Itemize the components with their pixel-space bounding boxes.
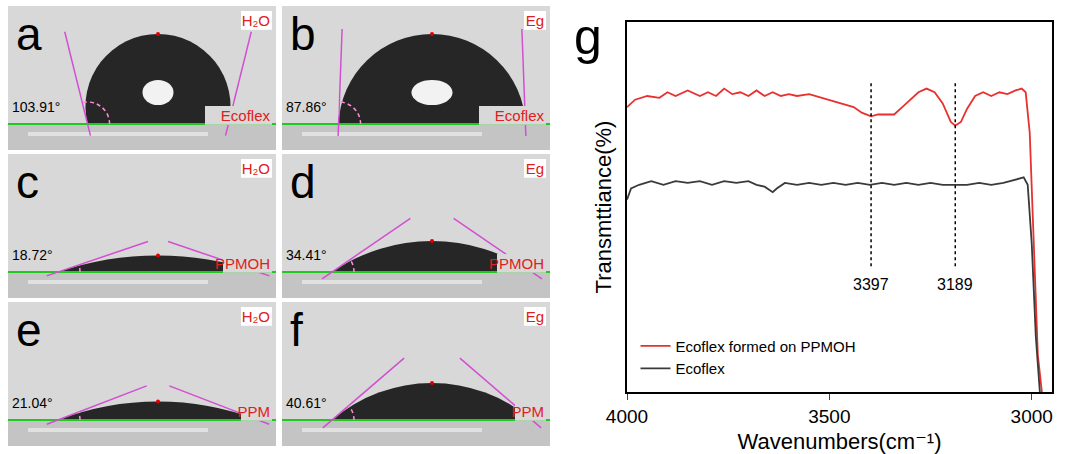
svg-text:H₂O: H₂O bbox=[242, 308, 270, 325]
svg-text:b: b bbox=[290, 8, 316, 60]
svg-text:3397: 3397 bbox=[853, 276, 889, 293]
svg-text:103.91°: 103.91° bbox=[12, 99, 60, 115]
svg-text:Eg: Eg bbox=[526, 160, 544, 177]
svg-text:18.72°: 18.72° bbox=[12, 247, 53, 263]
svg-text:4000: 4000 bbox=[606, 406, 648, 427]
svg-text:PPMOH: PPMOH bbox=[489, 255, 544, 272]
svg-text:Ecoflex: Ecoflex bbox=[221, 107, 271, 124]
svg-text:3189: 3189 bbox=[937, 276, 973, 293]
svg-text:87.86°: 87.86° bbox=[286, 99, 327, 115]
svg-text:40.61°: 40.61° bbox=[286, 395, 327, 411]
svg-text:Ecoflex: Ecoflex bbox=[495, 107, 545, 124]
svg-text:Wavenumbers(cm⁻¹): Wavenumbers(cm⁻¹) bbox=[738, 429, 942, 454]
svg-text:Eg: Eg bbox=[526, 12, 544, 29]
svg-text:c: c bbox=[16, 156, 39, 208]
svg-text:g: g bbox=[574, 9, 602, 65]
svg-text:Transmttiance(%): Transmttiance(%) bbox=[591, 121, 616, 294]
svg-text:a: a bbox=[16, 8, 42, 60]
svg-text:3500: 3500 bbox=[808, 406, 850, 427]
svg-text:21.04°: 21.04° bbox=[12, 395, 53, 411]
svg-text:3000: 3000 bbox=[1011, 406, 1053, 427]
svg-text:PPM: PPM bbox=[237, 403, 270, 420]
svg-text:PPMOH: PPMOH bbox=[215, 255, 270, 272]
svg-text:34.41°: 34.41° bbox=[286, 247, 327, 263]
svg-text:e: e bbox=[16, 304, 42, 356]
svg-text:Ecoflex: Ecoflex bbox=[676, 360, 726, 377]
svg-text:H₂O: H₂O bbox=[242, 160, 270, 177]
svg-text:f: f bbox=[290, 304, 303, 356]
svg-text:d: d bbox=[290, 156, 316, 208]
svg-text:H₂O: H₂O bbox=[242, 12, 270, 29]
svg-text:Eg: Eg bbox=[526, 308, 544, 325]
svg-text:PPM: PPM bbox=[511, 403, 544, 420]
svg-text:Ecoflex formed on PPMOH: Ecoflex formed on PPMOH bbox=[676, 338, 856, 355]
